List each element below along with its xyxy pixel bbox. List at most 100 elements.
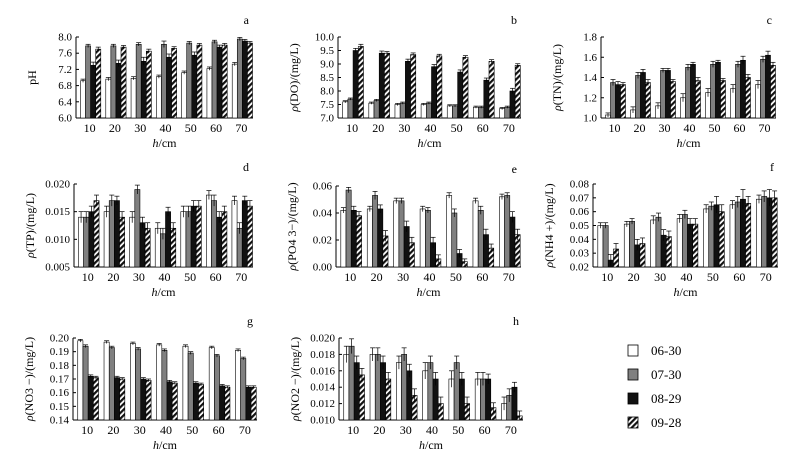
legend-swatch-09-28 bbox=[627, 416, 639, 429]
bar-b-50-09-28 bbox=[462, 56, 469, 119]
x-tick-label: 10 bbox=[347, 423, 359, 437]
bar-g-60-06-30 bbox=[208, 347, 215, 421]
bar-e-10-07-30 bbox=[345, 189, 352, 268]
bar-d-30-07-30 bbox=[134, 189, 141, 268]
bar-g-40-09-28 bbox=[171, 382, 178, 421]
y-tick-label: 0.19 bbox=[50, 346, 70, 358]
bar-h-60-08-29 bbox=[485, 378, 492, 421]
x-tick-label: 30 bbox=[134, 121, 146, 135]
bar-g-70-08-29 bbox=[245, 386, 252, 421]
legend-label-07-30: 07-30 bbox=[651, 367, 681, 382]
bar-e-50-06-30 bbox=[446, 195, 453, 268]
bar-g-70-09-28 bbox=[250, 386, 257, 421]
bar-f-40-08-29 bbox=[687, 223, 693, 268]
bar-d-70-09-28 bbox=[247, 205, 253, 268]
bar-b-60-08-29 bbox=[483, 79, 490, 119]
bar-e-20-06-30 bbox=[366, 208, 373, 268]
y-tick-label: 0.012 bbox=[310, 398, 335, 410]
legend-label-09-28: 09-28 bbox=[651, 415, 681, 430]
x-tick-label: 30 bbox=[659, 121, 671, 135]
bar-g-50-07-30 bbox=[187, 352, 194, 421]
bar-d-50-06-30 bbox=[180, 211, 187, 268]
bar-g-30-09-28 bbox=[145, 380, 152, 421]
bar-c-10-09-28 bbox=[620, 84, 626, 119]
bar-a-50-08-29 bbox=[191, 54, 198, 119]
bar-a-70-09-28 bbox=[247, 42, 253, 119]
x-tick-label: 40 bbox=[159, 270, 171, 284]
chart-panel-b: 7.0 7.58.0 8.59.0 9.510.0 10 20 30 40 50 60 70 h/cm… bbox=[287, 13, 521, 150]
chart-panel-a: 6.0 6.4 6.8 7.2 7.6 8.0 10 20 30 40 50 60 70 h/cm pH a bbox=[25, 13, 253, 150]
x-tick-label: 60 bbox=[733, 270, 745, 284]
bar-c-20-07-30 bbox=[635, 75, 641, 119]
y-tick-label: 1.0 bbox=[583, 113, 597, 125]
x-axis-label: h/cm bbox=[153, 438, 178, 452]
legend-swatch-06-30 bbox=[627, 344, 639, 357]
bar-c-50-07-30 bbox=[710, 64, 716, 119]
bar-a-20-08-29 bbox=[115, 63, 122, 119]
bar-d-10-06-30 bbox=[78, 216, 84, 268]
x-tick-label: 50 bbox=[452, 423, 464, 437]
x-tick-label: 30 bbox=[400, 423, 412, 437]
bar-d-10-09-28 bbox=[93, 200, 100, 268]
bar-d-20-07-30 bbox=[108, 200, 115, 268]
y-tick-label: 0.04 bbox=[570, 234, 590, 246]
bar-b-20-06-30 bbox=[368, 102, 375, 119]
bar-d-20-09-28 bbox=[119, 216, 125, 268]
bar-d-60-06-30 bbox=[206, 194, 212, 268]
x-tick-label: 50 bbox=[184, 270, 196, 284]
bar-b-60-09-28 bbox=[488, 60, 495, 119]
bar-e-60-06-30 bbox=[472, 200, 479, 268]
y-tick-label: 0.020 bbox=[310, 333, 335, 345]
bar-d-30-09-28 bbox=[144, 227, 151, 268]
bar-g-40-07-30 bbox=[161, 349, 168, 421]
bar-g-30-08-29 bbox=[140, 378, 147, 421]
bar-g-10-07-30 bbox=[82, 345, 89, 421]
bar-a-70-07-30 bbox=[236, 38, 243, 119]
y-tick-label: 0.05 bbox=[570, 220, 590, 232]
chart-panel-f: 0.02 0.03 0.04 0.05 0.06 0.070.08 10 20 30 40 50 60… bbox=[542, 160, 778, 299]
bar-e-10-06-30 bbox=[340, 210, 347, 268]
legend-label-08-29: 08-29 bbox=[651, 391, 681, 406]
panel-label: c bbox=[767, 13, 772, 27]
bar-g-70-07-30 bbox=[240, 358, 247, 421]
x-axis-label: h/cm bbox=[677, 136, 702, 150]
x-tick-label: 50 bbox=[451, 121, 463, 135]
y-tick-label: 10.0 bbox=[315, 32, 335, 44]
x-tick-label: 10 bbox=[609, 121, 621, 135]
x-axis-label: h/cm bbox=[153, 136, 178, 150]
x-tick-label: 50 bbox=[185, 121, 197, 135]
bar-a-20-09-28 bbox=[120, 46, 127, 119]
y-tick-label: 1.2 bbox=[583, 92, 597, 104]
x-axis-label: h/cm bbox=[418, 136, 443, 150]
bar-b-40-09-28 bbox=[436, 55, 443, 119]
bar-b-70-08-29 bbox=[509, 90, 516, 119]
y-axis-label: ρ(TP)/(mg/L) bbox=[23, 193, 37, 259]
bar-c-30-07-30 bbox=[660, 70, 666, 119]
bar-c-50-09-28 bbox=[720, 80, 726, 119]
bar-f-70-06-30 bbox=[756, 198, 762, 268]
y-tick-label: 0.016 bbox=[310, 365, 335, 377]
bar-g-30-07-30 bbox=[135, 348, 142, 421]
y-tick-label: 6.8 bbox=[58, 80, 72, 92]
bar-d-20-06-30 bbox=[103, 211, 110, 268]
bar-f-30-07-30 bbox=[655, 216, 662, 268]
y-tick-label: 0.16 bbox=[50, 387, 70, 399]
bar-c-60-09-28 bbox=[745, 77, 751, 119]
bar-b-40-08-29 bbox=[431, 66, 437, 119]
y-tick-label: 0.018 bbox=[310, 349, 335, 361]
bar-g-20-08-29 bbox=[114, 377, 120, 421]
bar-e-60-07-30 bbox=[477, 210, 484, 268]
bar-f-40-07-30 bbox=[681, 214, 688, 268]
bar-a-40-08-29 bbox=[166, 56, 172, 119]
bar-b-50-06-30 bbox=[446, 105, 453, 119]
bar-e-20-07-30 bbox=[372, 195, 378, 268]
bar-a-30-08-29 bbox=[140, 60, 147, 119]
y-tick-label: 0.06 bbox=[313, 181, 333, 193]
bar-h-30-08-29 bbox=[406, 370, 413, 421]
x-tick-label: 10 bbox=[346, 121, 358, 135]
bar-e-40-06-30 bbox=[419, 208, 426, 268]
x-tick-label: 20 bbox=[109, 121, 121, 135]
bar-a-50-07-30 bbox=[186, 42, 193, 119]
bar-d-40-09-28 bbox=[170, 227, 177, 268]
